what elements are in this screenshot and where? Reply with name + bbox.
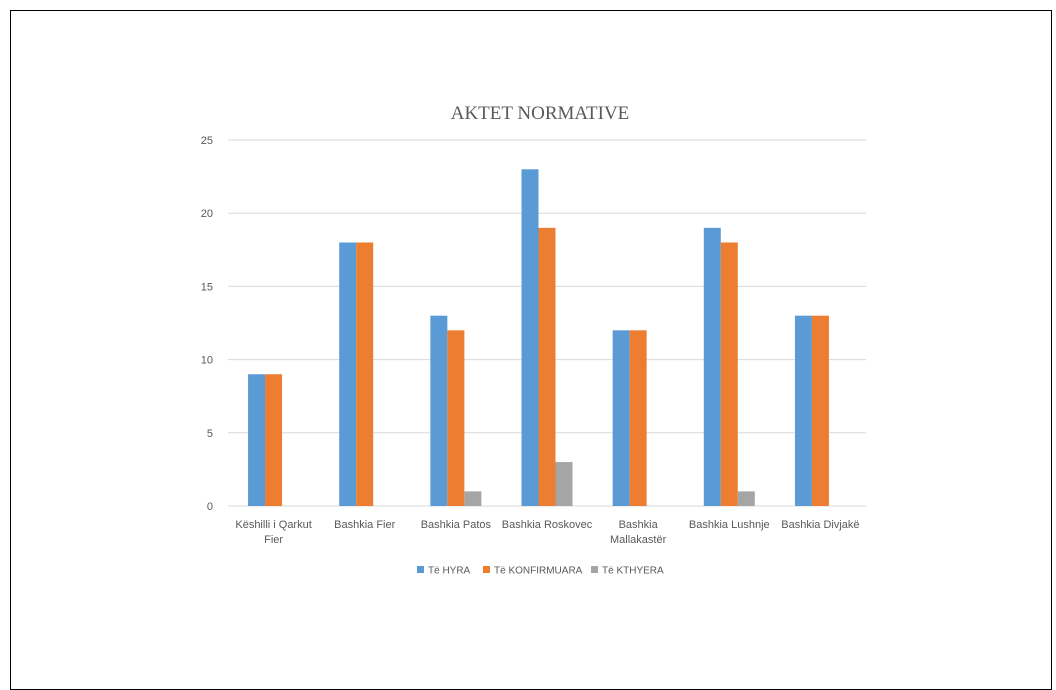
bar xyxy=(703,227,721,506)
x-axis-labels: Këshilli i Qarkut Fier Bashkia Fier Bashkia… xyxy=(235,519,859,546)
x-tick-label: Këshilli i Qarkut Fier xyxy=(235,519,311,546)
legend-item: Të KONFIRMUARA xyxy=(483,566,583,577)
x-tick-label: Bashkia Roskovec xyxy=(502,519,593,531)
legend-swatch xyxy=(483,566,490,573)
bar xyxy=(811,315,829,506)
bar xyxy=(356,242,374,507)
bar xyxy=(629,330,647,506)
y-tick-label: 10 xyxy=(201,355,213,367)
legend-swatch xyxy=(417,566,424,573)
bar xyxy=(555,462,573,506)
bars xyxy=(248,169,829,507)
bar xyxy=(794,315,812,506)
legend: Të HYRA Të KONFIRMUARA Të KTHYERA xyxy=(417,566,664,577)
legend-swatch xyxy=(591,566,598,573)
bar xyxy=(720,242,738,507)
y-tick-label: 0 xyxy=(207,501,213,513)
legend-item: Të HYRA xyxy=(417,566,471,577)
bar xyxy=(447,330,465,506)
x-tick-label: Bashkia Fier xyxy=(334,519,395,531)
legend-label: Të KONFIRMUARA xyxy=(494,566,583,577)
bar xyxy=(521,169,539,506)
x-tick-label: Bashkia Mallakastër xyxy=(610,519,667,546)
y-tick-label: 20 xyxy=(201,208,213,220)
bar xyxy=(464,491,482,506)
bar xyxy=(612,330,630,506)
legend-label: Të HYRA xyxy=(428,566,471,577)
x-tick-label: Bashkia Lushnje xyxy=(689,519,770,531)
chart-title: AKTET NORMATIVE xyxy=(451,103,630,124)
bar xyxy=(430,315,448,506)
bar xyxy=(339,242,357,507)
bar xyxy=(737,491,755,506)
y-tick-label: 25 xyxy=(201,135,213,147)
bar xyxy=(538,227,556,506)
y-tick-label: 15 xyxy=(201,281,213,293)
bar-chart: AKTET NORMATIVE 0 5 10 15 20 25 Këshilli i Qa… xyxy=(201,103,866,577)
legend-item: Të KTHYERA xyxy=(591,566,664,577)
y-axis-ticks: 0 5 10 15 20 25 xyxy=(201,135,213,513)
legend-label: Të KTHYERA xyxy=(602,566,664,577)
bar xyxy=(248,374,266,506)
y-tick-label: 5 xyxy=(207,428,213,440)
x-tick-label: Bashkia Patos xyxy=(421,519,492,531)
gridlines xyxy=(228,139,866,507)
bar xyxy=(265,374,283,506)
x-tick-label: Bashkia Divjakë xyxy=(781,519,859,531)
